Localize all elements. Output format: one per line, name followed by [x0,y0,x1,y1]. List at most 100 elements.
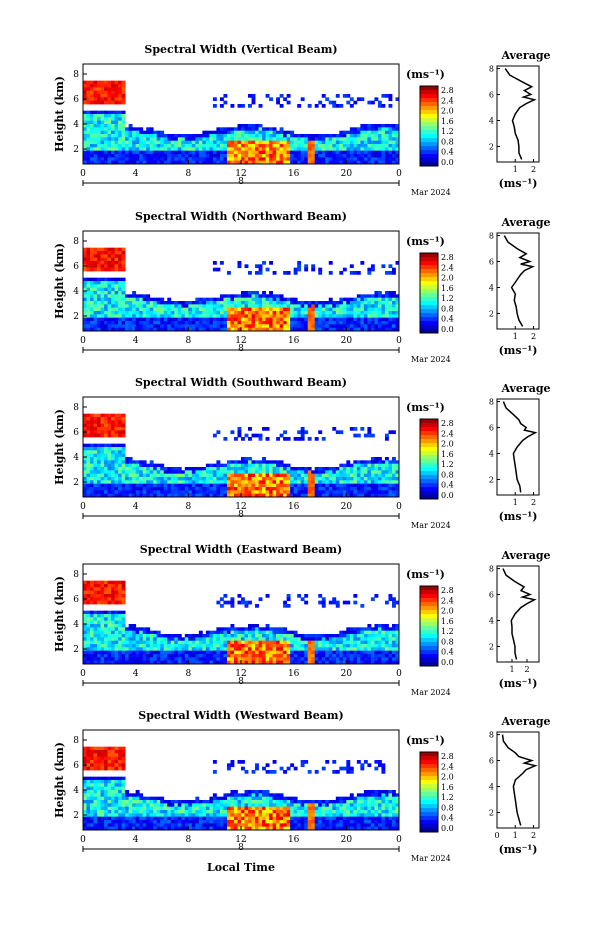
heatmap-cell [146,657,151,662]
colorbar-swatch [420,277,438,282]
heatmap-cell [346,630,351,635]
heatmap-cell [255,604,259,608]
heatmap-cell [216,317,221,322]
heatmap-cell [258,297,263,302]
heatmap-cell [146,137,151,142]
heatmap-cell [202,324,207,329]
heatmap-cell [90,753,94,758]
heatmap-cell [244,493,249,498]
heatmap-cell [142,634,147,638]
heatmap-cell [272,483,277,488]
heatmap-cell [205,317,210,322]
heatmap-cell [346,304,351,309]
heatmap-cell [118,423,123,428]
heatmap-cell [111,87,115,92]
heatmap-cell [391,483,396,488]
heatmap-cell [177,144,182,148]
heatmap-cell [83,124,87,128]
heatmap-cell [321,467,326,471]
heatmap-cell [100,584,105,588]
heatmap-cell [90,160,94,165]
heatmap-cell [93,284,98,289]
heatmap-cell [184,644,189,648]
heatmap-cell [97,284,101,289]
heatmap-cell [156,470,161,475]
heatmap-cell [356,483,361,488]
average-y-tick-label: 8 [489,232,494,241]
heatmap-cell [121,480,126,485]
heatmap-cell [97,447,101,451]
heatmap-cell [104,647,108,652]
heatmap-cell [233,493,238,498]
heatmap-cell [86,430,91,435]
heatmap-cell [258,267,263,272]
heatmap-cell [188,147,193,152]
heatmap-cell [181,490,186,495]
colorbar-tick-label: 2.4 [441,96,454,105]
heatmap-cell [90,117,94,122]
heatmap-cell [146,480,151,485]
heatmap-cell [128,457,133,461]
heatmap-cell [128,493,133,498]
heatmap-cell [304,657,309,662]
heatmap-cell [342,490,347,495]
heatmap-cell [307,493,312,498]
heatmap-cell [181,654,186,658]
heatmap-cell [195,301,200,305]
heatmap-cell [100,473,105,478]
heatmap-cell [395,647,400,652]
heatmap-cell [90,413,94,418]
heatmap-cell [90,786,94,791]
heatmap-cell [188,150,193,155]
heatmap-cell [111,277,115,282]
heatmap-cell [83,594,87,598]
heatmap-cell [195,134,200,138]
heatmap-cell [118,460,123,465]
heatmap-cell [223,493,228,498]
heatmap-cell [328,660,333,665]
heatmap-cell [339,637,344,642]
heatmap-cell [391,473,396,478]
heatmap-cell [146,140,151,145]
heatmap-cell [90,483,94,488]
heatmap-cell [156,654,161,658]
heatmap-cell [93,157,98,162]
heatmap-cell [272,154,277,158]
heatmap-cell [276,437,281,441]
heatmap-cell [339,473,344,478]
heatmap-cell [167,327,172,332]
heatmap-cell [125,637,130,642]
heatmap-cell [370,654,375,658]
heatmap-cell [104,114,108,118]
heatmap-cell [269,487,273,491]
heatmap-cell [90,776,94,781]
heatmap-cell [318,317,323,322]
heatmap-cell [388,477,393,481]
x-tick-label: 4 [133,169,139,179]
heatmap-cell [121,87,126,92]
heatmap-cell [377,314,382,319]
heatmap-cell [374,307,379,312]
heatmap-cell [307,650,312,655]
heatmap-cell [160,321,165,325]
heatmap-cell [93,281,98,285]
heatmap-cell [395,483,400,488]
heatmap-cell [111,317,115,322]
heatmap-cell [283,630,288,635]
heatmap-cell [111,90,115,95]
heatmap-cell [174,470,179,475]
heatmap-cell [195,147,200,152]
heatmap-cell [349,160,354,165]
heatmap-cell [384,480,389,485]
heatmap-cell [272,317,277,322]
heatmap-cell [321,311,326,315]
heatmap-cell [276,317,281,322]
heatmap-cell [86,147,91,152]
heatmap-cell [332,321,337,325]
y-tick-label: 8 [73,570,79,580]
heatmap-cell [339,483,344,488]
heatmap-cell [86,160,91,165]
heatmap-cell [346,147,351,152]
heatmap-cell [156,327,161,332]
heatmap-cell [146,627,151,632]
